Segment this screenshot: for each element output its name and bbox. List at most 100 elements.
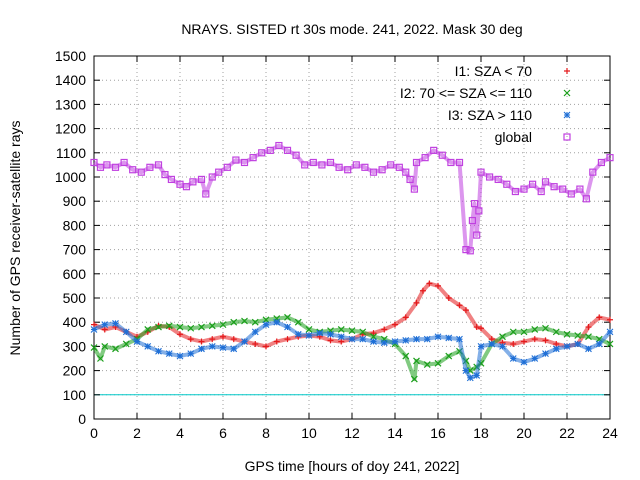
legend-label: global [495,129,532,145]
data-point [445,334,453,342]
data-point [606,340,614,348]
data-point [198,345,205,353]
y-tick-label: 1000 [55,169,86,185]
data-point [252,340,259,347]
data-point [112,345,119,353]
data-point [552,345,560,353]
data-point [462,246,470,254]
data-point [559,185,567,193]
data-point [499,343,506,350]
data-point [176,323,184,331]
data-point [597,158,606,167]
data-point [202,190,210,198]
y-tick-label: 1400 [55,72,86,88]
data-point [486,173,494,181]
data-point [596,314,603,321]
data-point [326,158,335,167]
data-point [344,166,352,174]
data-point [576,185,584,193]
y-tick-label: 100 [63,387,87,403]
data-point [197,175,206,184]
data-point [187,324,195,332]
data-point [509,328,517,336]
data-point [335,163,343,171]
data-point [488,340,496,348]
data-point [275,141,283,150]
data-point [187,336,194,343]
data-point [309,158,317,167]
data-point [318,161,326,169]
data-point [550,183,558,191]
legend-marker [564,68,570,74]
data-point [90,344,98,352]
data-point [510,340,517,347]
data-point [161,170,169,179]
data-point [262,316,270,324]
data-point [182,183,191,191]
data-point [445,295,452,301]
data-point [122,328,130,336]
data-point [337,333,345,341]
data-point [120,158,128,167]
series-layer [90,141,614,383]
data-point [97,355,104,362]
data-point [241,338,248,345]
data-point [447,158,455,167]
data-point [249,154,257,162]
data-point [542,324,549,332]
data-point [413,357,420,365]
data-point [392,321,398,328]
data-point [359,335,367,343]
data-point [208,173,216,181]
y-tick-label: 400 [63,314,87,330]
data-point [509,355,517,362]
data-point [574,340,582,348]
data-point [251,328,259,336]
y-tick-label: 600 [63,266,87,282]
data-point [477,168,485,176]
data-point [122,340,130,348]
data-point [402,352,410,360]
data-point [370,333,377,341]
data-point [582,195,590,203]
data-point [426,280,433,287]
data-point [466,247,474,255]
data-point [473,231,481,239]
legend-marker [563,89,571,97]
y-tick-label: 900 [63,193,87,209]
data-point [294,318,302,326]
data-point [423,335,431,343]
y-tick-label: 1300 [55,96,86,112]
legend-marker [563,133,571,141]
y-tick-label: 800 [63,217,87,233]
grid [94,56,610,419]
data-point [380,339,388,347]
data-point [477,343,485,350]
data-point [232,156,240,164]
series-square [90,141,614,255]
chart-title: NRAYS. SISTED rt 30s mode. 241, 2022. Ma… [181,21,522,37]
data-point [198,338,205,345]
y-tick-label: 1100 [56,145,86,161]
data-point [574,332,582,339]
data-point [112,320,119,327]
data-point [337,326,345,333]
legend-label: I1: SZA < 70 [455,63,533,79]
legend-label: I2: 70 <= SZA <= 110 [400,85,532,101]
data-point [520,185,528,193]
data-point [146,163,154,171]
series-trace [92,143,611,253]
data-point [445,352,453,360]
data-point [155,347,162,355]
data-point [90,158,98,167]
x-tick-label: 4 [176,425,184,441]
data-point [412,158,421,167]
data-point [434,333,442,341]
legend: I1: SZA < 70 I2: 70 <= SZA <= 110 I3: SZA … [400,63,571,145]
data-point [391,338,399,345]
x-axis-title: GPS time [hours of doy 241, 2022] [245,458,460,474]
data-point [537,187,545,196]
data-point [607,316,613,323]
data-point [421,154,429,162]
data-point [402,336,410,344]
